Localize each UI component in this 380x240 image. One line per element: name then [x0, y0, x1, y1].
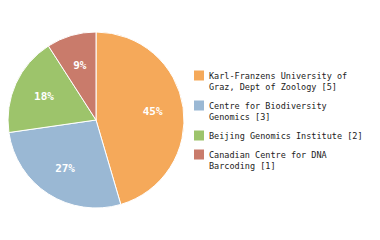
legend-entry: Canadian Centre for DNABarcoding [1] — [209, 150, 327, 171]
slice-labels: 45% 27% 18% 9% — [34, 59, 163, 175]
legend-swatch — [194, 71, 204, 81]
legend-swatch — [194, 131, 204, 141]
data-label: 27% — [55, 162, 75, 175]
legend-swatch — [194, 150, 204, 160]
slices — [8, 32, 184, 208]
chart: 45% 27% 18% 9% Karl-Franzens University ofGr… — [0, 0, 380, 240]
data-label: 9% — [73, 59, 87, 72]
legend-entry: Beijing Genomics Institute [2] — [209, 131, 363, 141]
legend-entry: Centre for BiodiversityGenomics [3] — [209, 101, 327, 122]
legend: Karl-Franzens University ofGraz, Dept of… — [194, 71, 363, 171]
data-label: 45% — [143, 105, 163, 118]
data-label: 18% — [34, 90, 54, 103]
pie-slice — [9, 120, 121, 208]
pie-slice — [48, 32, 96, 120]
chart-container: 45% 27% 18% 9% Karl-Franzens University ofGr… — [0, 0, 380, 240]
legend-entry: Karl-Franzens University ofGraz, Dept of… — [209, 71, 347, 92]
legend-swatch — [194, 101, 204, 111]
